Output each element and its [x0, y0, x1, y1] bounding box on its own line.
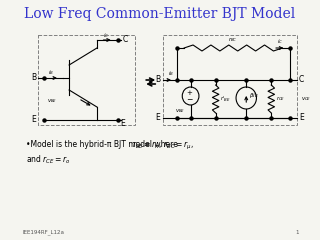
Text: 1: 1 — [296, 230, 299, 235]
Text: B: B — [31, 73, 36, 83]
Text: $r_{CE}$: $r_{CE}$ — [276, 95, 285, 103]
Text: C: C — [299, 76, 304, 84]
Text: E: E — [31, 115, 36, 125]
Text: Low Freq Common-Emitter BJT Model: Low Freq Common-Emitter BJT Model — [24, 7, 296, 21]
Text: $r_{BC}$: $r_{BC}$ — [228, 35, 238, 44]
Text: and $r_{CE} = r_o$: and $r_{CE} = r_o$ — [26, 153, 70, 166]
Text: IEE194RF_L12a: IEE194RF_L12a — [23, 229, 65, 235]
Text: +: + — [187, 90, 193, 96]
Text: E: E — [155, 114, 160, 122]
Bar — [163, 35, 297, 125]
Text: •Model is the hybrid-π BJT model where: •Model is the hybrid-π BJT model where — [26, 140, 180, 149]
Text: E: E — [121, 120, 125, 128]
Text: $r_{BE} = r_\pi$, $r_{BC} = r_\mu$,: $r_{BE} = r_\pi$, $r_{BC} = r_\mu$, — [132, 140, 194, 152]
Text: $i_C$: $i_C$ — [103, 31, 109, 41]
Text: C: C — [123, 36, 128, 44]
Text: B: B — [155, 76, 160, 84]
Text: $r'_{BE}$: $r'_{BE}$ — [220, 95, 231, 103]
Text: $v_{BE}$: $v_{BE}$ — [47, 97, 58, 105]
Text: $\beta i_B$: $\beta i_B$ — [249, 91, 259, 101]
Text: $i_C$: $i_C$ — [276, 37, 283, 46]
Text: $i_B$: $i_B$ — [168, 69, 174, 78]
Bar — [37, 35, 135, 125]
Text: −: − — [187, 96, 193, 104]
Text: $v_{BE}$: $v_{BE}$ — [175, 107, 186, 115]
Text: E: E — [299, 114, 304, 122]
Text: $v_{CE}$: $v_{CE}$ — [301, 95, 311, 103]
Text: $i_B$: $i_B$ — [48, 69, 53, 78]
